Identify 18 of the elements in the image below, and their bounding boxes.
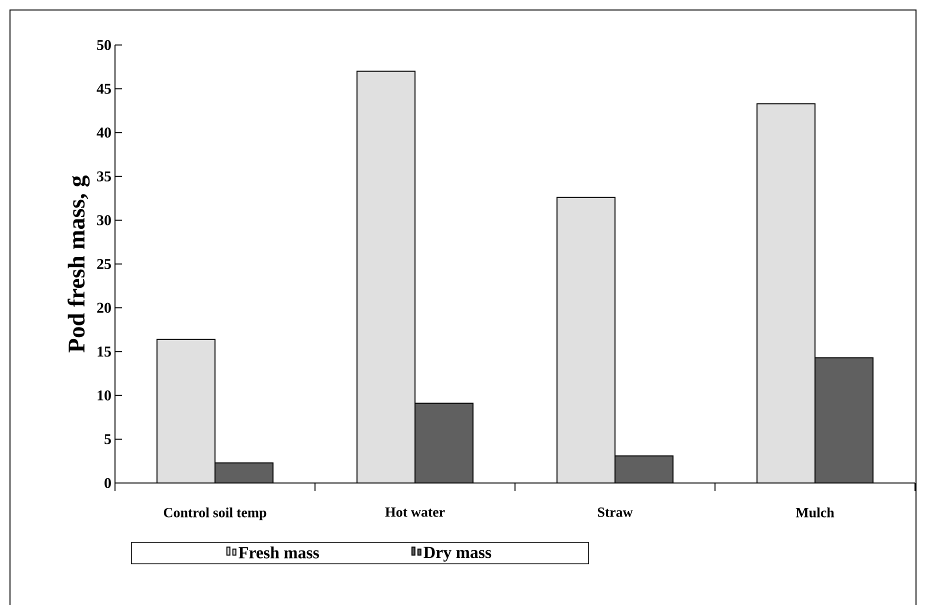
y-tick-label: 45	[96, 84, 111, 94]
y-tick-label: 10	[98, 390, 111, 400]
x-tick-label: Mulch	[796, 508, 834, 518]
x-tick-label: Control soil temp	[164, 508, 266, 520]
y-tick-label: 5	[104, 434, 111, 444]
y-tick-label: 25	[97, 258, 111, 270]
y-axis-title: Pod fresh mass, g	[68, 175, 90, 352]
y-tick-label: 40	[96, 128, 111, 138]
y-tick-label: 35	[97, 171, 111, 182]
legend-label: Fresh mass	[238, 546, 319, 558]
y-tick-label: 20	[97, 302, 111, 313]
x-tick-label: Straw	[598, 508, 633, 517]
y-tick-label: 30	[97, 215, 111, 226]
y-tick-label: 15	[98, 346, 111, 357]
legend-label: Dry mass	[424, 546, 492, 562]
y-tick-label: 50	[97, 40, 111, 50]
y-tick-label: 0	[104, 478, 111, 488]
x-tick-label: Hot water	[385, 508, 445, 517]
